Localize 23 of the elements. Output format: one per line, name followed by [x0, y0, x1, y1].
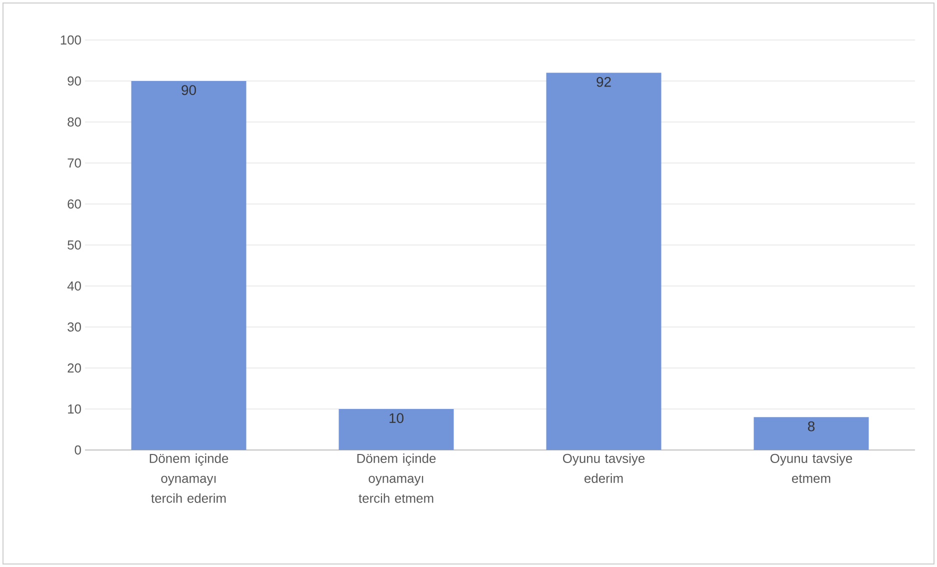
data-label: 8 [808, 421, 815, 432]
y-tick-label: 40 [67, 281, 81, 291]
y-tick-label: 20 [68, 363, 81, 373]
x-tick-label: Dönem içinde oynamayı tercih etmem [357, 454, 436, 503]
y-tick-label: 100 [60, 35, 81, 45]
data-label: 92 [596, 76, 611, 87]
bar [338, 408, 454, 450]
x-tick-label: Dönem içinde oynamayı tercih ederim [150, 454, 228, 503]
y-tick-label: 90 [68, 76, 81, 86]
data-label: 90 [182, 85, 196, 96]
bar [131, 80, 246, 450]
y-tick-label: 60 [68, 199, 81, 209]
y-tick-label: 50 [68, 240, 81, 250]
y-tick-label: 30 [68, 322, 81, 332]
y-tick-label: 10 [68, 404, 81, 414]
x-tick-label: Oyunu tavsiye ederim [562, 454, 645, 483]
y-tick-label: 80 [68, 117, 81, 127]
x-tick-label: Oyunu tavsiye etmem [770, 454, 852, 483]
y-tick-label: 70 [68, 158, 81, 168]
bar [546, 72, 662, 450]
bar [754, 417, 869, 450]
y-tick-label: 0 [74, 445, 81, 455]
data-label: 10 [390, 413, 404, 424]
